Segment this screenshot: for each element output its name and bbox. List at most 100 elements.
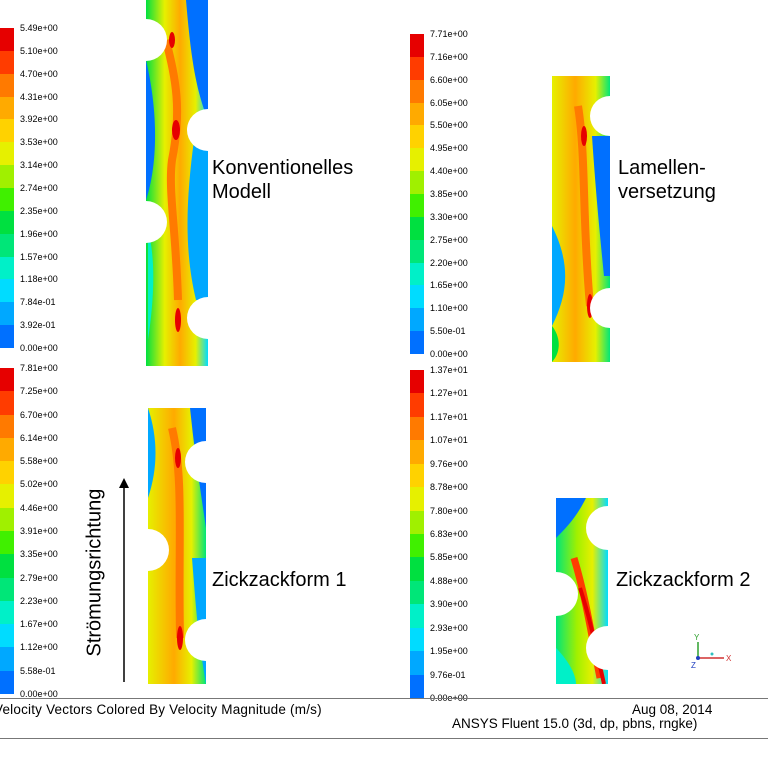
legend-swatch [410,487,424,512]
legend-tick-label: 9.76e+00 [430,458,468,469]
legend-tick-label: 3.92e-01 [20,320,56,331]
legend-tick-label: 5.58e+00 [20,456,58,467]
footer-bottom-rule [0,738,768,739]
legend-tick-label: 9.76e-01 [430,669,466,680]
legend-swatch [0,96,14,120]
legend-tick-label: 1.57e+00 [20,251,58,262]
legend-swatch [410,440,424,465]
legend-swatch [0,531,14,555]
legend-swatch [410,56,424,81]
legend-swatch [410,102,424,126]
legend-tick-label: 5.49e+00 [20,23,58,33]
legend-swatch [0,256,14,280]
legend-swatch [0,391,14,416]
legend-tick-label: 1.95e+00 [430,646,468,657]
legend-swatch [0,600,14,625]
legend-tick-label: 1.17e+01 [430,411,468,422]
legend-swatch [0,624,14,648]
footer-caption: Velocity Vectors Colored By Velocity Mag… [0,702,322,717]
legend-tick-label: 1.37e+01 [430,365,468,375]
legend-tick-label: 7.81e+00 [20,363,58,373]
flow-direction-label: Strömungsrichtung [83,488,106,657]
legend-swatch [0,188,14,212]
legend-tick-label: 1.10e+00 [430,303,468,314]
legend-swatch [0,50,14,75]
legend-swatch [410,331,424,355]
legend-tick-label: 7.80e+00 [430,505,468,516]
legend-swatch [410,34,424,58]
legend-swatch [0,414,14,439]
legend-swatch [0,368,14,392]
legend-tick-label: 2.23e+00 [20,595,58,606]
legend-swatch [0,28,14,52]
title-konventionell: Konventionelles Modell [212,157,354,203]
legend-tick-label: 3.92e+00 [20,114,58,125]
legend-tick-label: 4.40e+00 [430,166,468,177]
legend-swatch [410,627,424,652]
legend-tick-label: 5.10e+00 [20,45,58,56]
legend-tick-label: 3.14e+00 [20,160,58,171]
axes-triad-icon: Y X Z [691,633,732,670]
legend-swatch [410,534,424,558]
legend-tick-label: 5.02e+00 [20,479,58,490]
legend-tick-label: 2.93e+00 [430,622,468,633]
legend-swatch [0,325,14,349]
title-zickzack1: Zickzackform 1 [212,569,347,591]
legend-swatch [410,79,424,104]
legend-zickzack2: 1.37e+01 1.27e+01 1.17e+01 1.07e+01 9.76e+00… [410,365,480,703]
legend-swatch [410,148,424,172]
contour-konventionell [146,0,208,366]
legend-tick-label: 5.50e-01 [430,326,466,337]
legend-konventionell: 5.49e+00 5.10e+00 4.70e+00 4.31e+00 3.92e+00… [0,23,70,353]
legend-tick-label: 4.70e+00 [20,68,58,79]
legend-tick-label: 7.16e+00 [430,51,468,62]
legend-tick-label: 7.25e+00 [20,386,58,397]
legend-swatch [0,461,14,485]
legend-tick-label: 6.05e+00 [430,97,468,108]
legend-tick-label: 4.95e+00 [430,143,468,154]
legend-tick-label: 3.91e+00 [20,526,58,536]
legend-tick-label: 1.07e+01 [430,435,468,446]
legend-swatch [410,308,424,332]
footer-top-rule [0,698,768,699]
legend-swatch [410,285,424,309]
legend-swatch [410,651,424,676]
legend-tick-label: 3.85e+00 [430,189,468,199]
legend-tick-label: 4.31e+00 [20,91,58,102]
legend-swatch [410,463,424,488]
legend-tick-label: 8.78e+00 [430,482,468,493]
legend-tick-label: 1.12e+00 [20,642,58,653]
legend-tick-label: 1.65e+00 [430,280,468,291]
title-lamellen: Lamellen- versetzung [618,157,716,203]
legend-swatch [0,73,14,98]
legend-swatch [0,142,14,166]
legend-tick-label: 2.74e+00 [20,183,58,193]
legend-tick-label: 6.14e+00 [20,432,58,443]
legend-tick-label: 0.00e+00 [20,343,58,353]
flow-arrow-icon [119,478,129,682]
legend-tick-label: 3.53e+00 [20,137,58,148]
legend-swatch [0,554,14,579]
legend-swatch [410,510,424,535]
footer-software: ANSYS Fluent 15.0 (3d, dp, pbns, rngke) [452,716,698,731]
legend-swatch [410,674,424,699]
legend-swatch [410,370,424,394]
legend-swatch [410,393,424,418]
contour-lamellen [552,76,610,362]
legend-tick-label: 2.35e+00 [20,205,58,216]
legend-swatch [0,165,14,189]
legend-swatch [0,577,14,602]
axis-x-label: X [726,654,732,663]
legend-tick-label: 7.71e+00 [430,29,468,39]
legend-tick-label: 6.70e+00 [20,409,58,420]
legend-swatch [410,239,424,264]
legend-tick-label: 5.50e+00 [430,120,468,131]
legend-swatch [410,171,424,195]
legend-tick-label: 5.85e+00 [430,552,468,563]
legend-lamellen: 7.71e+00 7.16e+00 6.60e+00 6.05e+00 5.50e+00… [410,29,480,359]
legend-swatch [410,216,424,241]
contour-zickzack2 [556,498,608,684]
legend-swatch [0,233,14,258]
legend-tick-label: 1.27e+01 [430,388,468,399]
legend-swatch [410,194,424,218]
